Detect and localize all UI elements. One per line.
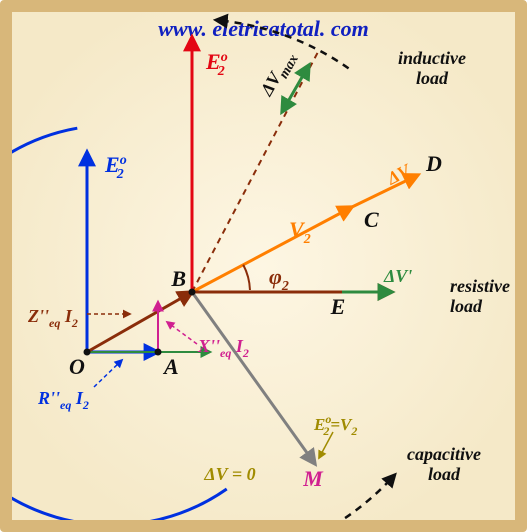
capacitive-load-label: load [428, 464, 461, 484]
dvmax-dashed [192, 50, 319, 292]
capacitive-label: capacitive [407, 444, 481, 464]
pt-B [189, 289, 196, 296]
label-D: D [425, 151, 442, 176]
phi2-arc [243, 265, 250, 290]
label-O: O [69, 354, 85, 379]
diagram-frame: { "url": "www. eletricatotal. com", "col… [0, 0, 527, 532]
label-B: B [170, 266, 186, 291]
pt-A [155, 349, 162, 356]
label-C: C [364, 207, 379, 232]
req-pointer [94, 360, 122, 387]
ob-vector [87, 292, 192, 352]
label-M: M [302, 466, 324, 491]
e2o-red-label: Eo2 [205, 49, 228, 79]
resistive-label: resistive [450, 276, 510, 296]
v2-label: V2 [289, 217, 311, 247]
phi2-label: φ2 [269, 264, 289, 294]
inductive-label: inductive [398, 48, 466, 68]
bm-vector [192, 292, 315, 464]
e2ov2-label: Eo2=V2 [313, 412, 357, 438]
dv-label: ΔV [383, 159, 416, 189]
label-A: A [162, 354, 179, 379]
zeq-label: Z''eq I2 [27, 306, 78, 330]
inductive-load-label: load [416, 68, 449, 88]
label-E: E [330, 294, 346, 319]
dvprime-label: ΔV' [383, 266, 412, 286]
req-label: R''eq I2 [37, 388, 89, 412]
e2o-blue-label: Eo2 [104, 152, 127, 182]
dv0-label: ΔV = 0 [203, 464, 255, 484]
phasor-diagram-svg: www. eletricatotal. comOABCDEMEo2Eo2V2φ2… [12, 12, 515, 520]
xeq-pointer [167, 322, 197, 344]
xeq-label: X''eq I2 [197, 336, 249, 360]
resistive-load-label: load [450, 296, 483, 316]
capacitive-arc [263, 475, 395, 520]
